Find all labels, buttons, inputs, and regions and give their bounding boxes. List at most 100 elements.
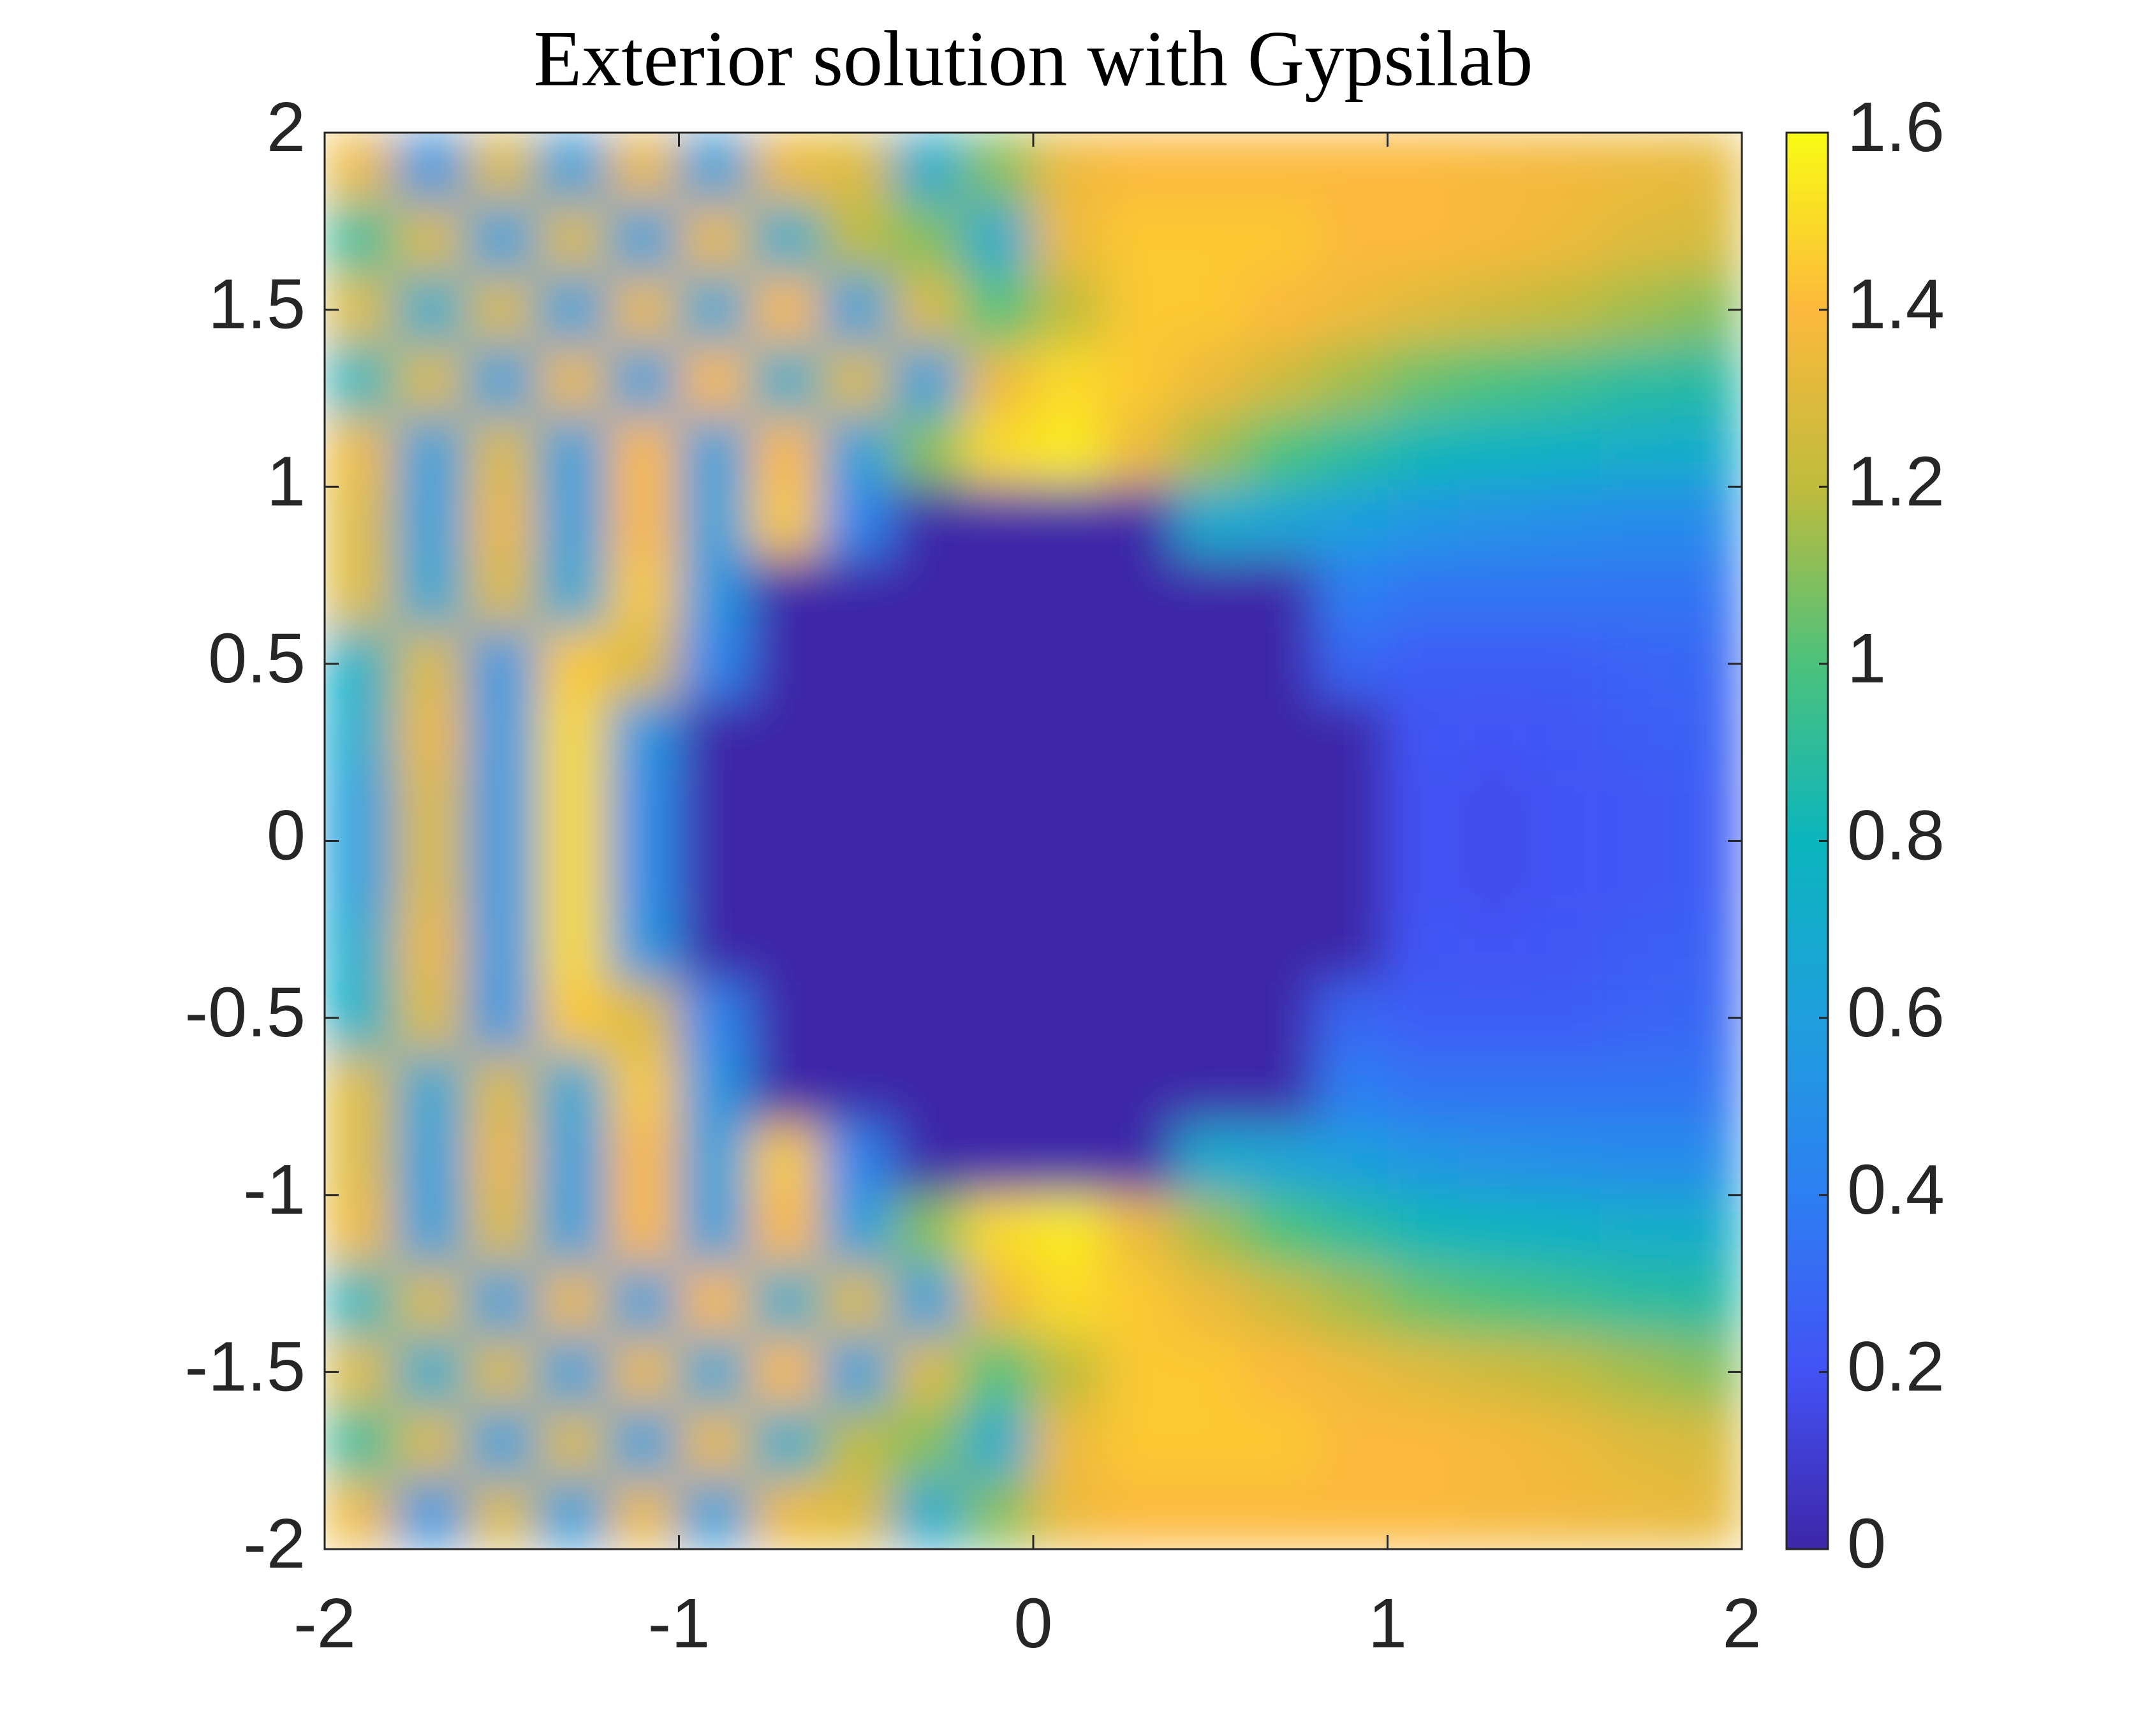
chart-title: Exterior solution with Gypsilab <box>533 15 1533 102</box>
heatmap-cell <box>962 1407 1034 1479</box>
heatmap-cell <box>962 1478 1034 1549</box>
heatmap-cell <box>466 1195 538 1267</box>
heatmap-cell <box>1529 1053 1601 1125</box>
heatmap-cell <box>679 1265 751 1337</box>
heatmap-cell <box>607 1407 679 1479</box>
heatmap-cell <box>1316 1478 1388 1549</box>
heatmap-cell <box>466 1336 538 1408</box>
heatmap-cell <box>1033 769 1105 841</box>
colorbar-tick-label: 0.4 <box>1847 1151 1945 1229</box>
x-tick-label: 1 <box>1368 1584 1407 1663</box>
heatmap-cell <box>1316 769 1388 841</box>
heatmap-cell <box>1245 1265 1317 1337</box>
heatmap-cell <box>1245 415 1317 487</box>
heatmap-cell <box>536 911 608 983</box>
heatmap-cell <box>1103 415 1175 487</box>
heatmap-cell <box>820 841 892 913</box>
heatmap-cell <box>962 911 1034 983</box>
heatmap-cell <box>1033 557 1105 629</box>
heatmap-cell <box>1458 1053 1530 1125</box>
heatmap-cell <box>679 982 751 1054</box>
heatmap-cell <box>1670 1124 1742 1196</box>
heatmap-cell <box>679 486 751 558</box>
heatmap-cell <box>1245 841 1317 913</box>
heatmap-cells <box>325 133 1742 1549</box>
heatmap-cell <box>607 982 679 1054</box>
heatmap-cell <box>395 769 467 841</box>
heatmap-cell <box>395 911 467 983</box>
heatmap-cell <box>1174 698 1246 770</box>
heatmap-cell <box>1670 1265 1742 1337</box>
heatmap-cell <box>679 698 751 770</box>
heatmap-cell <box>891 911 963 983</box>
heatmap-cell <box>1174 769 1246 841</box>
heatmap-cell <box>962 344 1034 416</box>
colorbar-tick-label: 0.2 <box>1847 1327 1945 1406</box>
heatmap-cell <box>891 1478 963 1549</box>
heatmap-cell <box>962 133 1034 204</box>
heatmap-cell <box>820 698 892 770</box>
heatmap-cell <box>536 628 608 700</box>
heatmap-cell <box>1245 557 1317 629</box>
heatmap-cell <box>1245 769 1317 841</box>
heatmap-cell <box>395 415 467 487</box>
heatmap-cell <box>1316 203 1388 275</box>
heatmap-cell <box>679 1124 751 1196</box>
heatmap-cell <box>1103 1124 1175 1196</box>
heatmap-cell <box>820 911 892 983</box>
heatmap-cell <box>1670 203 1742 275</box>
heatmap-cell <box>1245 911 1317 983</box>
heatmap-cell <box>466 1265 538 1337</box>
heatmap-cell <box>891 1195 963 1267</box>
heatmap-cell <box>1458 1336 1530 1408</box>
heatmap-cell <box>1600 344 1672 416</box>
heatmap-cell <box>1245 203 1317 275</box>
heatmap-cell <box>395 698 467 770</box>
heatmap-cell <box>1103 1053 1175 1125</box>
heatmap-cell <box>820 1195 892 1267</box>
heatmap-cell <box>607 203 679 275</box>
heatmap-cell <box>749 1478 821 1549</box>
heatmap-cell <box>1245 274 1317 346</box>
heatmap-cell <box>1174 274 1246 346</box>
heatmap-cell <box>962 486 1034 558</box>
heatmap-cell <box>1174 841 1246 913</box>
heatmap-cell <box>607 1124 679 1196</box>
heatmap-cell <box>820 415 892 487</box>
heatmap-cell <box>820 486 892 558</box>
heatmap-cell <box>1316 486 1388 558</box>
heatmap-cell <box>679 133 751 204</box>
heatmap-cell <box>749 274 821 346</box>
heatmap-cell <box>962 557 1034 629</box>
heatmap-cell <box>1600 841 1672 913</box>
heatmap-cell <box>1387 698 1459 770</box>
heatmap-cell <box>466 841 538 913</box>
heatmap-cell <box>607 486 679 558</box>
heatmap <box>325 133 1742 1549</box>
heatmap-cell <box>1529 203 1601 275</box>
heatmap-cell <box>466 557 538 629</box>
heatmap-cell <box>607 415 679 487</box>
heatmap-cell <box>1600 769 1672 841</box>
heatmap-cell <box>466 698 538 770</box>
heatmap-cell <box>820 1053 892 1125</box>
heatmap-cell <box>962 415 1034 487</box>
heatmap-cell <box>1033 841 1105 913</box>
heatmap-cell <box>820 1407 892 1479</box>
heatmap-cell <box>1529 274 1601 346</box>
heatmap-cell <box>820 1478 892 1549</box>
heatmap-cell <box>1103 557 1175 629</box>
heatmap-cell <box>679 203 751 275</box>
heatmap-cell <box>1529 841 1601 913</box>
heatmap-cell <box>1033 982 1105 1054</box>
heatmap-cell <box>1600 1124 1672 1196</box>
heatmap-cell <box>1174 486 1246 558</box>
heatmap-cell <box>466 344 538 416</box>
heatmap-cell <box>962 274 1034 346</box>
heatmap-cell <box>891 203 963 275</box>
y-tick-label: 0 <box>267 797 306 875</box>
heatmap-cell <box>466 628 538 700</box>
heatmap-cell <box>1245 344 1317 416</box>
heatmap-cell <box>1174 1407 1246 1479</box>
colorbar-tick-label: 1.4 <box>1847 265 1945 344</box>
